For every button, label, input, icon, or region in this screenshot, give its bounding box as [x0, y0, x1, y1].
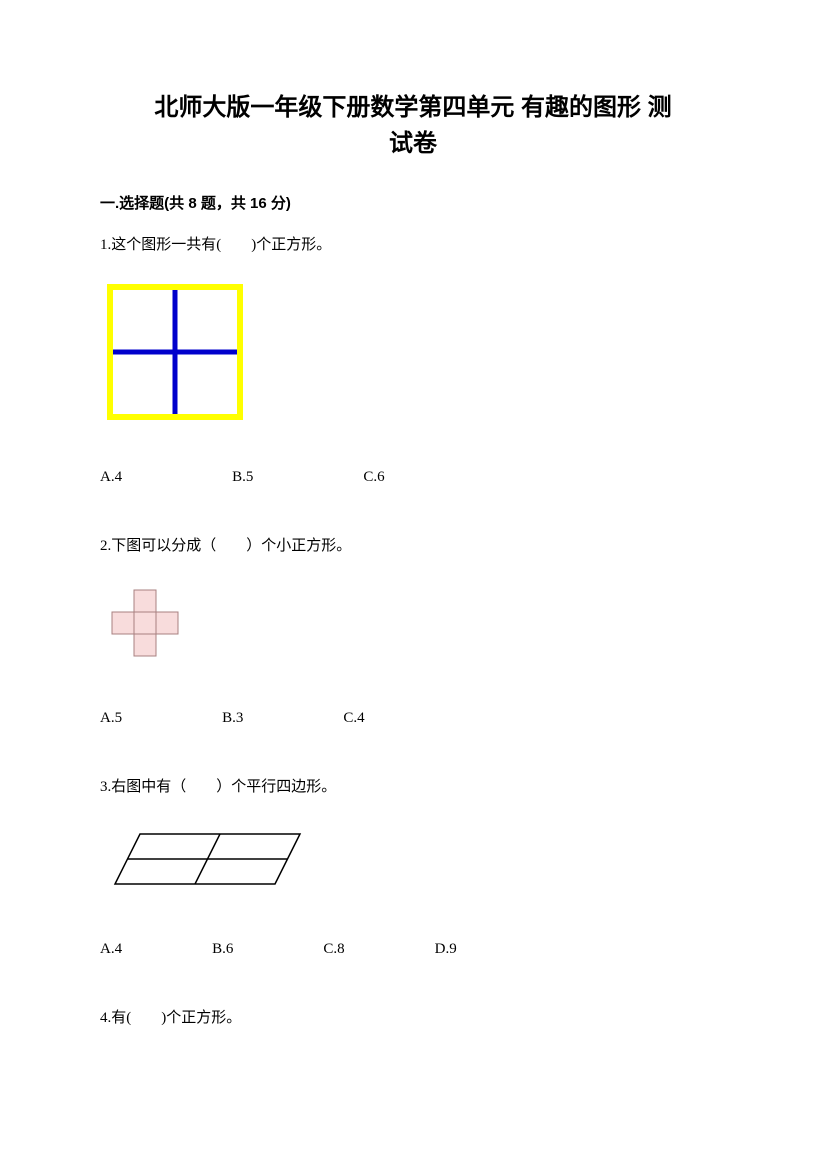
- q3-option-d: D.9: [435, 937, 457, 961]
- q3-option-b: B.6: [212, 937, 233, 961]
- q2-figure: [105, 583, 726, 671]
- q1-text: 1.这个图形一共有( )个正方形。: [100, 233, 726, 257]
- question-2: 2.下图可以分成（ ）个小正方形。 A.5 B.3 C.4: [100, 534, 726, 730]
- q2-option-c: C.4: [343, 706, 364, 730]
- q1-option-a: A.4: [100, 465, 122, 489]
- parallelogram-grid-icon: [105, 824, 315, 894]
- q2-option-b: B.3: [222, 706, 243, 730]
- title-line2: 试卷: [389, 130, 437, 157]
- section-header: 一.选择题(共 8 题，共 16 分): [100, 192, 726, 213]
- q2-text: 2.下图可以分成（ ）个小正方形。: [100, 534, 726, 558]
- q3-figure: [105, 824, 726, 902]
- title-line1: 北师大版一年级下册数学第四单元 有趣的图形 测: [154, 94, 671, 121]
- question-4: 4.有( )个正方形。: [100, 1006, 726, 1030]
- cross-shape-icon: [105, 583, 185, 663]
- q3-option-a: A.4: [100, 937, 122, 961]
- q4-text: 4.有( )个正方形。: [100, 1006, 726, 1030]
- square-grid-icon: [105, 282, 245, 422]
- page-title: 北师大版一年级下册数学第四单元 有趣的图形 测 试卷: [100, 90, 726, 162]
- q3-option-c: C.8: [323, 937, 344, 961]
- q1-figure: [105, 282, 726, 430]
- q1-options: A.4 B.5 C.6: [100, 465, 726, 489]
- q3-options: A.4 B.6 C.8 D.9: [100, 937, 726, 961]
- question-3: 3.右图中有（ ）个平行四边形。 A.4 B.6 C.8 D.9: [100, 775, 726, 961]
- q1-option-b: B.5: [232, 465, 253, 489]
- question-1: 1.这个图形一共有( )个正方形。 A.4 B.5 C.6: [100, 233, 726, 489]
- q1-option-c: C.6: [363, 465, 384, 489]
- q2-options: A.5 B.3 C.4: [100, 706, 726, 730]
- q3-text: 3.右图中有（ ）个平行四边形。: [100, 775, 726, 799]
- q2-option-a: A.5: [100, 706, 122, 730]
